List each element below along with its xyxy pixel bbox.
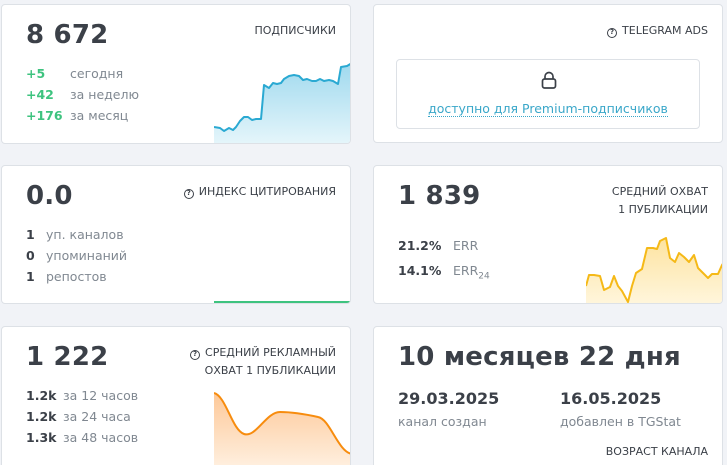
- stat-month: +176 за месяц: [26, 108, 129, 123]
- stat-mentions: 0 упоминаний: [26, 248, 128, 263]
- ad-reach-sparkline[interactable]: [214, 390, 351, 465]
- added-label: добавлен в TGStat: [560, 414, 681, 429]
- added-date: 16.05.2025: [560, 389, 662, 408]
- stat-channels: 1 уп. каналов: [26, 227, 124, 242]
- stat-24h: 1.2k за 24 часа: [26, 409, 131, 424]
- stat-reposts: 1 репостов: [26, 269, 107, 284]
- premium-link[interactable]: доступно для Premium-подписчиков: [428, 101, 668, 117]
- ad-reach-card[interactable]: 1 222 ? СРЕДНИЙ РЕКЛАМНЫЙ ОХВАТ 1 ПУБЛИКА…: [1, 326, 351, 465]
- question-circle-icon[interactable]: ?: [607, 28, 618, 38]
- subscribers-sparkline[interactable]: [214, 55, 351, 144]
- ad-reach-value: 1 222: [26, 342, 109, 372]
- subscribers-count: 8 672: [26, 20, 109, 50]
- citation-title: ? ИНДЕКС ЦИТИРОВАНИЯ: [183, 183, 336, 201]
- premium-lock-box[interactable]: доступно для Premium-подписчиков: [396, 59, 700, 129]
- avg-reach-title: СРЕДНИЙ ОХВАТ 1 ПУБЛИКАЦИИ: [611, 185, 708, 216]
- lock-icon: [541, 71, 557, 89]
- ad-reach-title: ? СРЕДНИЙ РЕКЛАМНЫЙ ОХВАТ 1 ПУБЛИКАЦИИ: [190, 344, 336, 380]
- stat-12h: 1.2k за 12 часов: [26, 388, 139, 403]
- channel-age-card: 10 месяцев 22 дня 29.03.2025 канал созда…: [373, 326, 723, 465]
- citation-card[interactable]: 0.0 ? ИНДЕКС ЦИТИРОВАНИЯ 1 уп. каналов 0 уп…: [1, 165, 351, 304]
- avg-reach-sparkline[interactable]: [586, 224, 723, 304]
- channel-age-title: ВОЗРАСТ КАНАЛА: [605, 445, 708, 458]
- channel-age-value: 10 месяцев 22 дня: [398, 342, 681, 372]
- question-circle-icon[interactable]: ?: [190, 350, 201, 360]
- stat-today: +5 сегодня: [26, 66, 124, 81]
- stat-err: 21.2% ERR: [398, 238, 479, 253]
- avg-reach-value: 1 839: [398, 181, 481, 211]
- stat-week: +42 за неделю: [26, 87, 139, 102]
- question-circle-icon[interactable]: ?: [183, 189, 194, 199]
- subscribers-card[interactable]: 8 672 ПОДПИСЧИКИ +5 сегодня +42 за неделю …: [1, 4, 351, 144]
- avg-reach-card[interactable]: 1 839 СРЕДНИЙ ОХВАТ 1 ПУБЛИКАЦИИ 21.2% ER…: [373, 165, 723, 304]
- created-label: канал создан: [398, 414, 487, 429]
- telegram-ads-card: ? TELEGRAM ADS доступно для Premium-подпи…: [373, 4, 723, 143]
- citation-index-value: 0.0: [26, 181, 73, 211]
- citation-sparkline[interactable]: [214, 301, 350, 303]
- subscribers-title: ПОДПИСЧИКИ: [254, 24, 336, 37]
- stat-err24: 14.1% ERR24: [398, 263, 490, 282]
- created-date: 29.03.2025: [398, 389, 500, 408]
- stat-48h: 1.3k за 48 часов: [26, 430, 139, 445]
- telegram-ads-title: ? TELEGRAM ADS: [607, 22, 708, 40]
